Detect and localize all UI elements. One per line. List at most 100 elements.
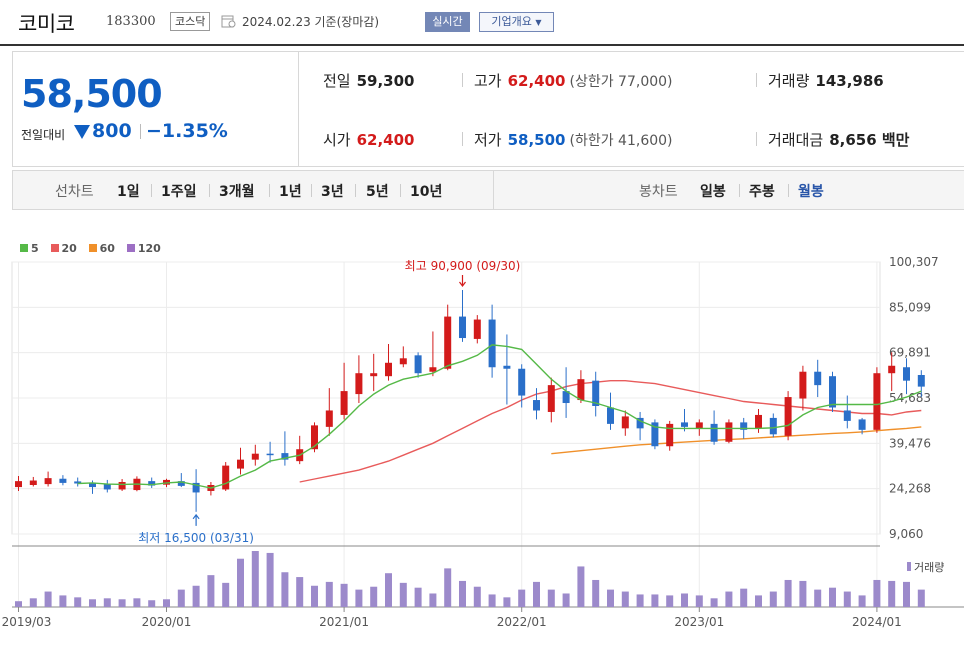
candle <box>888 352 896 392</box>
candle <box>562 367 570 418</box>
candle <box>592 371 600 417</box>
volume-bar <box>370 586 378 607</box>
volume-bar <box>473 586 481 607</box>
candle <box>429 331 437 377</box>
candle <box>695 419 703 436</box>
volume-bar <box>769 591 777 607</box>
candle <box>340 362 348 420</box>
change-rate: −1.35% <box>146 120 228 142</box>
candle-body <box>858 419 866 430</box>
candle <box>414 352 422 378</box>
change-value: 800 <box>92 120 132 142</box>
candle-body <box>695 422 703 429</box>
volume-label: 거래량 <box>768 72 810 90</box>
divider <box>151 184 152 197</box>
volume-bar <box>888 580 896 607</box>
candle <box>533 388 540 420</box>
volume-cell: 거래량 143,986 <box>768 70 884 91</box>
legend-swatch <box>20 244 28 252</box>
volume-bar <box>207 575 215 607</box>
candle-body <box>843 410 851 421</box>
arrow-down-icon <box>459 275 466 288</box>
candle <box>873 367 881 433</box>
volume-bar <box>103 598 111 607</box>
candle <box>636 411 644 441</box>
divider <box>756 73 757 87</box>
company-info-dropdown[interactable]: 기업개요 ▼ <box>479 12 554 32</box>
candle-body <box>118 482 126 490</box>
candle-body <box>355 373 363 395</box>
candle-body <box>281 453 289 460</box>
candle <box>769 413 777 438</box>
volume-bar <box>222 582 230 607</box>
high-label: 고가 <box>474 72 502 90</box>
candle <box>488 304 496 378</box>
volume-bar <box>237 558 244 607</box>
volume-bar <box>503 597 511 607</box>
divider <box>493 171 494 209</box>
period-1d[interactable]: 1일 <box>117 184 140 200</box>
stock-code: 183300 <box>106 14 156 29</box>
candle-daily[interactable]: 일봉 <box>700 184 726 200</box>
volume-bar <box>592 579 600 607</box>
volume-bar <box>843 591 851 607</box>
candle <box>222 462 230 491</box>
y-tick-label: 85,099 <box>889 300 931 314</box>
volume-bar <box>385 573 392 607</box>
period-1y[interactable]: 1년 <box>279 184 302 200</box>
period-1w[interactable]: 1주일 <box>161 184 197 200</box>
candle-body <box>192 482 200 493</box>
down-triangle-icon <box>74 125 90 139</box>
candle <box>621 410 629 436</box>
volume-bar <box>325 581 333 607</box>
candle-body <box>15 481 22 488</box>
candle <box>311 422 318 453</box>
volume-bar <box>15 601 22 607</box>
candle-body <box>148 481 156 486</box>
stock-name: 코미코 <box>18 12 75 36</box>
candle <box>577 370 585 404</box>
candle-body <box>547 385 555 412</box>
candle <box>784 391 792 441</box>
candle-body <box>769 417 777 435</box>
candle-monthly[interactable]: 월봉 <box>798 184 824 200</box>
volume-bar <box>89 599 96 607</box>
period-5y[interactable]: 5년 <box>366 184 389 200</box>
candle <box>518 364 526 408</box>
candle <box>607 392 614 430</box>
divider <box>140 124 141 139</box>
volume-bar <box>858 595 866 607</box>
legend-ma120: 120 <box>126 242 161 255</box>
price-summary: 58,500 전일대비 800 −1.35% 전일 59,300 고가 62,400… <box>12 51 964 167</box>
candle <box>651 419 659 450</box>
candle-body <box>518 368 526 396</box>
ma-legend: 5 20 60 120 <box>20 242 169 255</box>
candle-body <box>311 425 318 450</box>
period-3y[interactable]: 3년 <box>321 184 344 200</box>
divider <box>400 184 401 197</box>
candle-body <box>74 481 82 484</box>
candle <box>325 388 333 436</box>
volume-bar <box>695 595 703 607</box>
candle-body <box>814 371 822 386</box>
candle <box>15 476 22 491</box>
volume-bar <box>873 579 881 607</box>
volume-bar <box>651 594 659 607</box>
candle-weekly[interactable]: 주봉 <box>749 184 775 200</box>
candle-body <box>488 319 496 368</box>
low-cell: 저가 58,500 (하한가 41,600) <box>474 129 673 150</box>
period-10y[interactable]: 10년 <box>410 184 443 200</box>
legend-label: 5 <box>31 242 39 255</box>
chart-canvas[interactable]: 100,307 85,099 69,891 54,683 39,476 24,268 9,0… <box>0 212 964 652</box>
period-3m[interactable]: 3개월 <box>219 184 255 200</box>
volume-bar <box>917 589 925 607</box>
candle <box>399 346 407 368</box>
volume-legend-swatch <box>907 562 911 571</box>
candle-body <box>59 478 67 483</box>
candle <box>725 419 733 444</box>
candle <box>281 431 289 466</box>
candle-body <box>725 422 733 442</box>
x-tick-label: 2019/03 <box>2 615 52 629</box>
realtime-button[interactable]: 실시간 <box>425 12 470 32</box>
candle-body <box>533 400 540 411</box>
